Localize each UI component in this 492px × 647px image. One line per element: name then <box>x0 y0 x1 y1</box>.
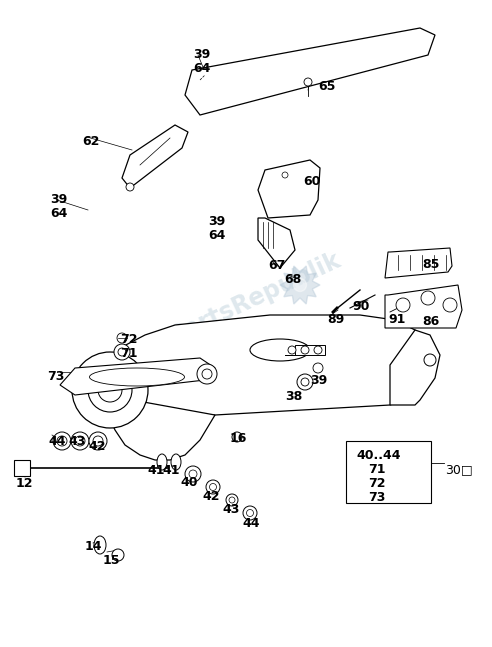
Polygon shape <box>105 315 420 415</box>
Circle shape <box>197 364 217 384</box>
Text: 41: 41 <box>162 464 180 477</box>
Circle shape <box>288 346 296 354</box>
Text: 86: 86 <box>422 315 439 328</box>
Text: 42: 42 <box>202 490 219 503</box>
Bar <box>14 460 30 476</box>
Text: 30□: 30□ <box>445 463 473 476</box>
Text: 73: 73 <box>368 491 385 504</box>
Text: 64: 64 <box>208 229 225 242</box>
Polygon shape <box>385 285 462 328</box>
Ellipse shape <box>112 549 124 561</box>
Circle shape <box>226 494 238 506</box>
Text: 42: 42 <box>88 440 105 453</box>
Circle shape <box>421 291 435 305</box>
Circle shape <box>53 432 71 450</box>
Circle shape <box>314 346 322 354</box>
Circle shape <box>443 298 457 312</box>
Bar <box>346 441 431 503</box>
Circle shape <box>89 432 107 450</box>
Ellipse shape <box>90 368 184 386</box>
Text: 60: 60 <box>303 175 320 188</box>
Ellipse shape <box>94 536 106 554</box>
Ellipse shape <box>250 339 310 361</box>
Text: 62: 62 <box>82 135 99 148</box>
Text: 44: 44 <box>48 435 65 448</box>
Text: 39: 39 <box>208 215 225 228</box>
Ellipse shape <box>157 454 167 470</box>
Circle shape <box>114 344 130 360</box>
Circle shape <box>304 78 312 86</box>
Text: 64: 64 <box>193 62 211 75</box>
Text: 64: 64 <box>50 207 67 220</box>
Circle shape <box>126 183 134 191</box>
Circle shape <box>301 378 309 386</box>
Text: 90: 90 <box>352 300 369 313</box>
Circle shape <box>72 352 148 428</box>
Circle shape <box>206 480 220 494</box>
Text: 89: 89 <box>327 313 344 326</box>
Text: 71: 71 <box>120 347 137 360</box>
Polygon shape <box>385 248 452 278</box>
Text: PartsRepublik: PartsRepublik <box>166 247 345 348</box>
Text: 43: 43 <box>222 503 240 516</box>
Text: 40..44: 40..44 <box>356 449 400 462</box>
Text: 40: 40 <box>180 476 197 489</box>
Circle shape <box>243 506 257 520</box>
Text: 16: 16 <box>230 432 247 445</box>
Text: 39: 39 <box>310 374 327 387</box>
Circle shape <box>282 172 288 178</box>
Text: 41: 41 <box>147 464 164 477</box>
Circle shape <box>202 369 212 379</box>
Circle shape <box>229 497 235 503</box>
Text: 67: 67 <box>268 259 285 272</box>
Text: 85: 85 <box>422 258 439 271</box>
Text: 91: 91 <box>388 313 405 326</box>
Circle shape <box>71 432 89 450</box>
Circle shape <box>301 346 309 354</box>
Polygon shape <box>122 125 188 188</box>
Text: 71: 71 <box>368 463 386 476</box>
Circle shape <box>232 432 242 442</box>
Polygon shape <box>258 218 295 268</box>
Circle shape <box>424 354 436 366</box>
Circle shape <box>210 483 216 490</box>
Text: 72: 72 <box>368 477 386 490</box>
Text: 39: 39 <box>193 48 210 61</box>
Text: 44: 44 <box>242 517 259 530</box>
Circle shape <box>396 298 410 312</box>
Text: 15: 15 <box>103 554 121 567</box>
Text: 12: 12 <box>16 477 33 490</box>
Polygon shape <box>280 266 320 304</box>
Text: 14: 14 <box>85 540 102 553</box>
Text: 68: 68 <box>284 273 301 286</box>
Circle shape <box>189 470 197 478</box>
Circle shape <box>75 436 85 446</box>
Text: 43: 43 <box>68 435 86 448</box>
Text: 65: 65 <box>318 80 336 93</box>
Circle shape <box>93 436 103 446</box>
Polygon shape <box>258 160 320 218</box>
Text: 73: 73 <box>47 370 64 383</box>
Polygon shape <box>390 330 440 405</box>
Circle shape <box>313 363 323 373</box>
Polygon shape <box>105 395 215 460</box>
Circle shape <box>98 378 122 402</box>
Circle shape <box>185 466 201 482</box>
Text: 39: 39 <box>50 193 67 206</box>
Circle shape <box>294 278 307 292</box>
Circle shape <box>117 333 127 343</box>
Circle shape <box>88 368 132 412</box>
Text: 72: 72 <box>120 333 137 346</box>
Polygon shape <box>285 345 325 355</box>
Polygon shape <box>185 28 435 115</box>
Circle shape <box>57 436 67 446</box>
Circle shape <box>297 374 313 390</box>
Polygon shape <box>60 358 215 395</box>
Circle shape <box>246 509 253 516</box>
Ellipse shape <box>171 454 181 470</box>
Text: 38: 38 <box>285 390 302 403</box>
Circle shape <box>118 348 126 356</box>
